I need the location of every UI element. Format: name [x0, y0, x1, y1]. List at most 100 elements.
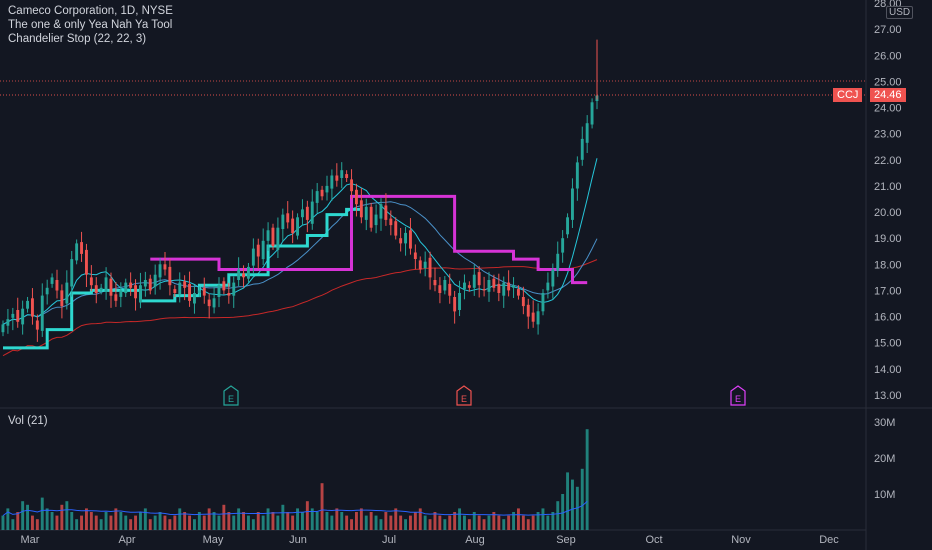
candle-body: [497, 283, 501, 293]
volume-bar: [193, 519, 196, 530]
candle-body: [517, 289, 520, 296]
volume-bar: [364, 515, 368, 530]
candle-body: [438, 285, 442, 293]
volume-bar: [247, 515, 250, 530]
volume-bar: [109, 515, 113, 530]
candle-body: [232, 282, 236, 296]
ma-slow-line: [2, 259, 598, 357]
volume-bar: [266, 508, 270, 530]
volume-bar: [463, 515, 466, 530]
candle-body: [212, 298, 216, 308]
candle-body: [80, 242, 83, 254]
volume-bar: [389, 515, 393, 530]
candle-body: [384, 205, 388, 220]
volume-bar: [40, 497, 44, 530]
volume-bar: [467, 519, 471, 530]
volume-bar: [369, 512, 373, 530]
volume-bar: [271, 512, 275, 530]
volume-bar: [129, 519, 133, 530]
volume-bar: [418, 508, 422, 530]
volume-bar: [286, 512, 290, 530]
candle-body: [561, 238, 565, 253]
candle-body: [359, 200, 363, 218]
volume-bar: [561, 494, 565, 530]
ma-mid-line: [2, 201, 598, 325]
volume-bar: [6, 508, 10, 530]
earnings-marker[interactable]: E: [223, 385, 239, 406]
volume-bar: [350, 519, 353, 530]
candle-body: [70, 259, 74, 287]
volume-bar: [428, 519, 432, 530]
volume-bar: [448, 515, 452, 530]
candle-body: [40, 295, 44, 331]
volume-bar: [315, 512, 319, 530]
candle-body: [271, 227, 275, 246]
price-tick-label: 22.00: [874, 155, 902, 167]
candle-body: [1, 324, 5, 333]
candle-body: [6, 319, 10, 326]
candle-body: [379, 204, 383, 219]
indicator-chandelier-label[interactable]: Chandelier Stop (22, 22, 3): [8, 33, 147, 45]
candle-body: [193, 293, 196, 304]
price-tick-label: 23.00: [874, 129, 902, 141]
symbol-tag: CCJ: [833, 88, 863, 102]
volume-bar: [148, 519, 152, 530]
candle-body: [119, 290, 123, 297]
volume-bar: [104, 512, 108, 530]
candle-body: [345, 174, 349, 178]
volume-bar: [217, 515, 221, 530]
volume-bar: [168, 519, 172, 530]
currency-badge[interactable]: USD: [886, 6, 914, 19]
volume-bar: [139, 512, 142, 530]
candle-body: [178, 282, 182, 295]
earnings-marker[interactable]: E: [730, 385, 746, 406]
volume-bar: [197, 512, 201, 530]
candle-body: [443, 280, 447, 291]
candle-body: [168, 266, 172, 286]
volume-tick-label: 10M: [874, 489, 895, 501]
earnings-marker[interactable]: E: [456, 385, 472, 406]
candle-body: [188, 283, 191, 301]
candle-body: [227, 293, 231, 296]
volume-bar: [301, 512, 304, 530]
volume-bar: [404, 519, 407, 530]
price-tick-label: 24.00: [874, 103, 902, 115]
time-tick-label: Sep: [556, 534, 576, 546]
volume-bar: [291, 515, 295, 530]
candle-body: [541, 293, 545, 312]
last-price-tag: 24.46: [870, 88, 906, 102]
volume-bar: [26, 504, 29, 530]
candle-body: [418, 260, 422, 270]
time-tick-label: Oct: [645, 534, 662, 546]
volume-bar: [227, 512, 231, 530]
volume-indicator-label[interactable]: Vol (21): [8, 415, 48, 427]
candle-body: [521, 297, 525, 307]
volume-bar: [413, 512, 417, 530]
volume-bar: [517, 508, 520, 530]
time-tick-label: May: [203, 534, 224, 546]
candle-body: [315, 191, 319, 203]
candle-body: [202, 287, 206, 296]
candle-body: [374, 214, 378, 226]
candle-body: [364, 206, 368, 220]
volume-bar: [477, 515, 481, 530]
volume-bar: [330, 515, 334, 530]
candle-body: [428, 257, 432, 278]
candle-body: [585, 123, 589, 143]
volume-bar: [512, 512, 515, 530]
candle-body: [389, 218, 393, 226]
candle-body: [139, 285, 142, 303]
volume-bar: [305, 501, 309, 530]
volume-bar: [55, 515, 59, 530]
indicator-yea-nah-label[interactable]: The one & only Yea Nah Ya Tool: [8, 19, 173, 31]
candle-body: [163, 264, 167, 270]
candle-body: [580, 138, 584, 160]
volume-bar: [276, 515, 280, 530]
volume-bar: [242, 512, 245, 530]
time-tick-label: Jun: [289, 534, 307, 546]
volume-bar: [99, 519, 103, 530]
volume-bar: [143, 508, 147, 530]
candle-body: [423, 261, 427, 269]
candle-body: [458, 293, 461, 310]
